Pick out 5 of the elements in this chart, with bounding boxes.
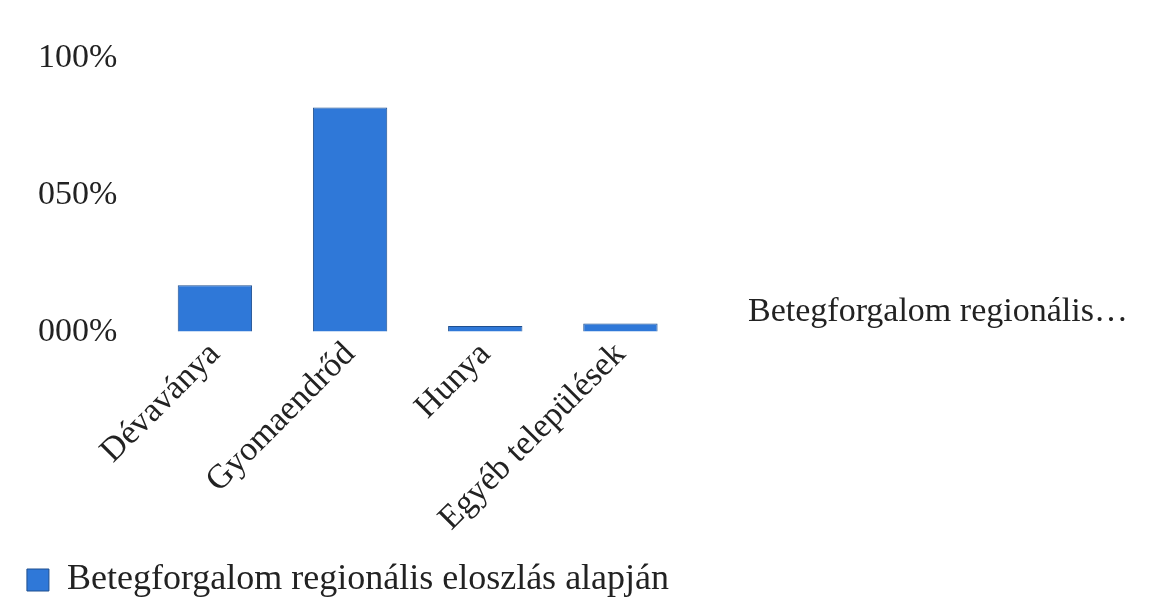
y-tick-label: 100%: [37, 37, 118, 75]
y-tick-label: 050%: [37, 173, 118, 211]
legend-label: Betegforgalom regionális eloszlás alapján: [66, 557, 670, 598]
y-tick-label: 000%: [37, 310, 118, 348]
text: Betegforgalom regionális…: [748, 290, 1128, 328]
